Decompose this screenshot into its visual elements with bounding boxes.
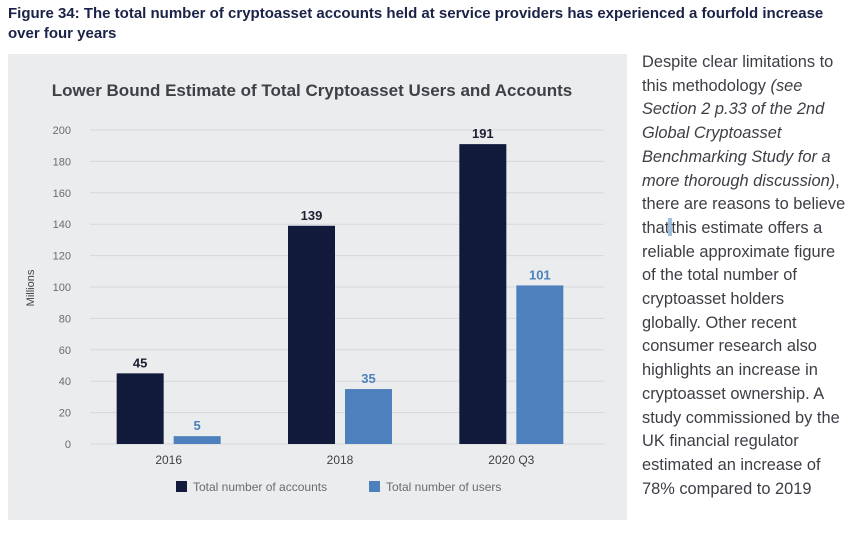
gridlines — [90, 129, 604, 445]
bar-users — [173, 436, 221, 444]
figure-title: Figure 34: The total number of cryptoass… — [8, 5, 824, 42]
bar-chart: Lower Bound Estimate of Total Cryptoasse… — [25, 81, 604, 494]
body-text-part1: Despite clear limitations to this method… — [642, 53, 834, 95]
bars: 45 5 139 35 191 101 — [116, 126, 564, 444]
legend-swatch — [369, 481, 380, 492]
legend-swatch — [176, 481, 187, 492]
y-tick-label: 60 — [59, 345, 71, 357]
y-tick-label: 180 — [53, 156, 71, 168]
x-tick-label: 2016 — [155, 453, 182, 467]
data-label: 101 — [529, 267, 551, 282]
data-label: 35 — [361, 371, 375, 386]
y-tick-label: 140 — [53, 219, 71, 231]
data-label: 5 — [194, 418, 201, 433]
chart-panel: Lower Bound Estimate of Total Cryptoasse… — [8, 54, 627, 520]
y-tick-label: 200 — [53, 125, 71, 137]
x-tick-label: 2020 Q3 — [488, 453, 534, 467]
bar-accounts — [288, 225, 335, 444]
legend: Total number of accounts Total number of … — [176, 480, 501, 494]
y-axis-label: Millions — [25, 269, 37, 306]
legend-label: Total number of users — [386, 480, 501, 494]
bar-accounts — [459, 144, 507, 444]
data-label: 139 — [301, 208, 323, 223]
bar-accounts — [116, 373, 164, 444]
bar-users — [345, 389, 392, 444]
body-text-part4: this estimate offers a reliable approxim… — [642, 218, 840, 498]
y-tick-label: 160 — [53, 188, 71, 200]
data-label: 45 — [133, 355, 147, 370]
x-tick-labels: 2016 2018 2020 Q3 — [155, 453, 534, 467]
data-label: 191 — [472, 126, 494, 141]
y-tick-label: 0 — [65, 439, 71, 451]
y-tick-label: 40 — [59, 376, 71, 388]
text-cursor-highlight — [668, 217, 673, 236]
body-paragraph: Despite clear limitations to this method… — [642, 51, 847, 501]
y-tick-label: 100 — [53, 282, 71, 294]
y-tick-labels: 0 20 40 60 80 100 120 140 160 180 200 — [53, 125, 71, 451]
legend-label: Total number of accounts — [193, 480, 327, 494]
chart-title: Lower Bound Estimate of Total Cryptoasse… — [52, 81, 572, 100]
body-text-reference: (see Section 2 p.33 of the 2nd Global Cr… — [642, 76, 836, 190]
y-tick-label: 120 — [53, 251, 71, 263]
body-text-column: Despite clear limitations to this method… — [642, 51, 847, 501]
body-text-part3: , there are reasons to believe that — [642, 171, 846, 237]
y-tick-label: 80 — [59, 313, 71, 325]
x-tick-label: 2018 — [327, 453, 354, 467]
y-tick-label: 20 — [59, 408, 71, 420]
bar-users — [516, 285, 564, 444]
